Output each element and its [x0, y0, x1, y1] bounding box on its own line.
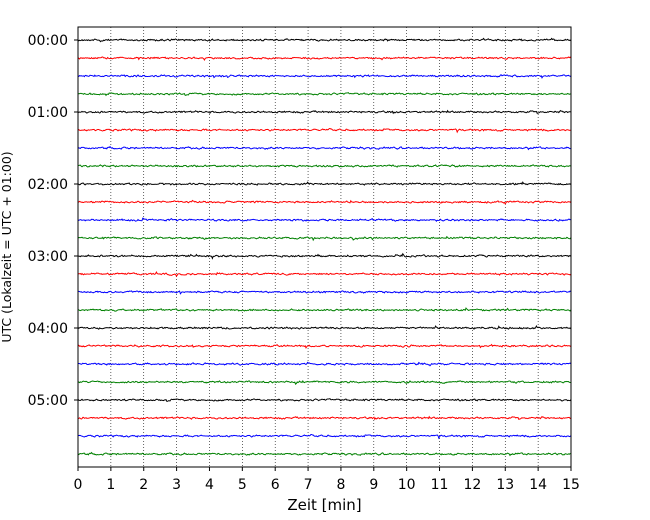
seismic-trace [77, 415, 572, 421]
y-tick-label: 00:00 [28, 33, 68, 49]
y-tick-label: 05:00 [28, 393, 68, 409]
trace-group [77, 37, 572, 457]
x-tick-label: 2 [139, 477, 148, 493]
x-tick-label: 14 [529, 477, 547, 493]
seismic-trace [77, 145, 571, 151]
y-axis: 00:00 01:00 02:00 03:00 04:00 05:00 [28, 33, 78, 409]
seismic-trace [77, 343, 572, 349]
seismic-trace [77, 56, 572, 62]
x-tick-label: 5 [238, 477, 247, 493]
x-tick-label: 12 [463, 477, 481, 493]
seismic-trace [77, 109, 571, 115]
x-tick-label: 6 [271, 477, 280, 493]
x-grid [110, 27, 539, 467]
y-axis-title: UTC (Lokalzeit = UTC + 01:00) [0, 151, 14, 342]
seismic-trace [77, 164, 571, 168]
seismic-trace [77, 290, 572, 295]
seismic-trace [77, 217, 571, 223]
x-tick-label: 3 [172, 477, 181, 493]
seismic-trace [77, 127, 571, 134]
x-tick-label: 11 [431, 477, 449, 493]
seismic-trace [77, 74, 572, 79]
plot-frame [77, 26, 572, 468]
seismic-trace [77, 433, 572, 440]
seismic-trace [77, 37, 572, 43]
y-tick-label: 02:00 [28, 177, 68, 193]
seismic-trace [77, 325, 572, 330]
seismic-trace [77, 270, 572, 278]
seismic-trace [77, 181, 572, 186]
seismic-trace [77, 235, 572, 242]
seismic-trace [77, 92, 571, 97]
x-tick-label: 7 [304, 477, 313, 493]
x-tick-label: 8 [336, 477, 345, 493]
seismic-trace [77, 199, 572, 205]
seismic-trace [77, 307, 572, 312]
x-tick-label: 15 [562, 477, 580, 493]
x-axis: 0 1 2 3 4 5 6 7 8 9 10 11 12 13 14 15 [74, 467, 580, 493]
seismic-trace [77, 398, 572, 402]
x-tick-label: 10 [398, 477, 416, 493]
seismic-trace [77, 380, 571, 386]
y-tick-label: 01:00 [28, 105, 68, 121]
seismic-trace [77, 252, 572, 260]
x-axis-title: Zeit [min] [287, 496, 361, 514]
x-tick-label: 1 [106, 477, 115, 493]
x-tick-label: 13 [496, 477, 514, 493]
x-tick-label: 9 [369, 477, 378, 493]
seismic-trace [77, 361, 572, 367]
y-tick-label: 03:00 [28, 249, 68, 265]
x-tick-label: 0 [74, 477, 83, 493]
x-tick-label: 4 [205, 477, 214, 493]
y-tick-label: 04:00 [28, 321, 68, 337]
seismic-trace [77, 451, 571, 457]
